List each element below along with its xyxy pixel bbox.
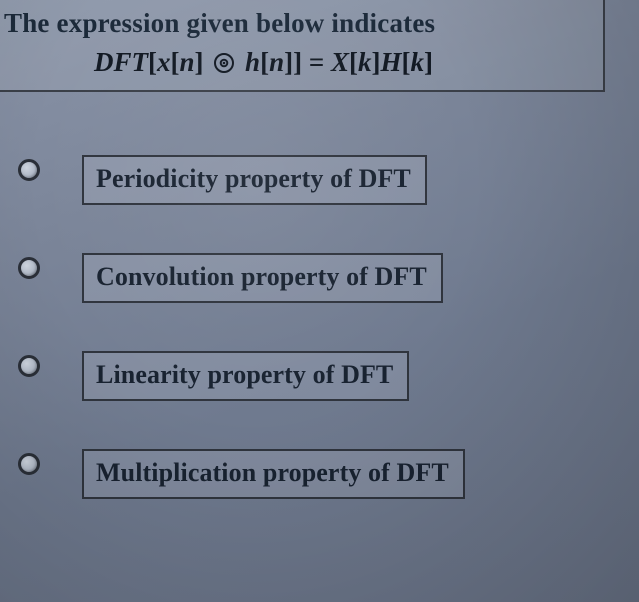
formula-H: H — [381, 47, 402, 77]
formula-rb2: ] — [195, 47, 204, 77]
formula-dft: DFT — [94, 47, 148, 77]
radio-button[interactable] — [18, 355, 40, 377]
option-label[interactable]: Multiplication property of DFT — [82, 449, 465, 499]
formula-rb5: ] — [424, 47, 433, 77]
formula-eq: = — [302, 47, 331, 77]
option-label[interactable]: Periodicity property of DFT — [82, 155, 427, 205]
formula-lb4: [ — [349, 47, 358, 77]
option-label[interactable]: Linearity property of DFT — [82, 351, 409, 401]
formula-rb1: ] — [293, 47, 302, 77]
formula-x: x — [157, 47, 171, 77]
formula-k1: k — [358, 47, 372, 77]
options-group: Periodicity property of DFT Convolution … — [18, 155, 618, 547]
formula-rb3: ] — [284, 47, 293, 77]
question-prompt: The expression given below indicates — [4, 8, 593, 39]
question-box: The expression given below indicates DFT… — [0, 0, 605, 92]
formula-n1: n — [180, 47, 195, 77]
formula-rb4: ] — [372, 47, 381, 77]
option-label[interactable]: Convolution property of DFT — [82, 253, 443, 303]
formula-n2: n — [269, 47, 284, 77]
formula-lb3: [ — [260, 47, 269, 77]
option-row: Multiplication property of DFT — [18, 449, 618, 499]
question-formula: DFT[x[n] h[n]] = X[k]H[k] — [4, 47, 593, 78]
formula-X: X — [331, 47, 349, 77]
radio-button[interactable] — [18, 257, 40, 279]
radio-button[interactable] — [18, 159, 40, 181]
option-row: Periodicity property of DFT — [18, 155, 618, 205]
formula-lb2: [ — [171, 47, 180, 77]
radio-button[interactable] — [18, 453, 40, 475]
formula-h: h — [245, 47, 260, 77]
formula-lb1: [ — [148, 47, 157, 77]
circular-convolution-icon — [213, 50, 235, 72]
formula-lb5: [ — [402, 47, 411, 77]
option-row: Convolution property of DFT — [18, 253, 618, 303]
formula-k2: k — [411, 47, 425, 77]
option-row: Linearity property of DFT — [18, 351, 618, 401]
